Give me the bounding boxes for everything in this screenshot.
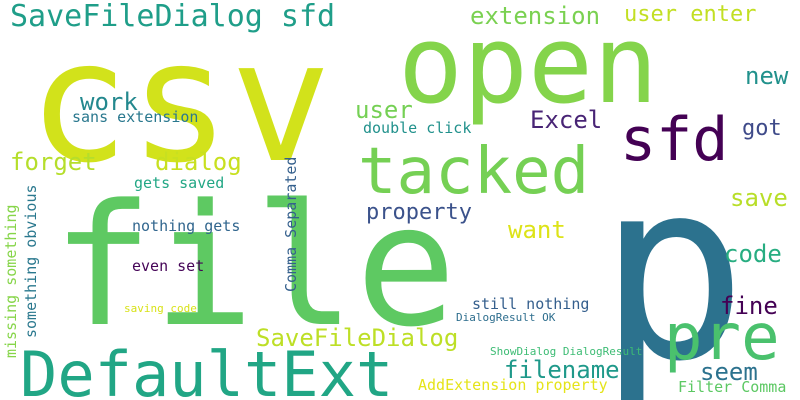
word-work: work [80, 88, 138, 116]
word-still-nothing: still nothing [472, 295, 590, 313]
word-forget: forget [10, 148, 97, 176]
word-open: open [398, 3, 659, 128]
word-new: new [745, 62, 789, 90]
word-code: code [724, 240, 782, 268]
word-gets-saved: gets saved [134, 174, 225, 192]
word-extension: extension [470, 2, 601, 30]
word-excel: Excel [530, 106, 603, 134]
word-savefiledialog-sfd: SaveFileDialog sfd [10, 0, 336, 34]
word-pre: pre [664, 301, 780, 375]
word-missing-something-vertical: missing something [2, 204, 20, 358]
word-something-obvious-vertical: something obvious [22, 184, 40, 338]
word-seem: seem [700, 358, 758, 386]
word-double-click: double click [363, 119, 472, 137]
word-property: property [366, 200, 472, 225]
word-user: user [355, 96, 413, 124]
word-save: save [730, 184, 788, 212]
word-comma-separated-vertical: Comma Separated [282, 156, 300, 292]
word-dialog: dialog [155, 148, 242, 176]
word-showdialog-dialogresult: ShowDialog DialogResult [490, 345, 643, 358]
word-sfd: sfd [620, 105, 729, 175]
word-savefiledialog-vertical: SaveFileDialog [256, 324, 459, 352]
word-nothing-gets: nothing gets [132, 217, 241, 235]
word-even-set: even set [132, 257, 205, 275]
word-filename: filename [504, 356, 620, 384]
word-tacked: tacked [358, 135, 590, 209]
word-saving-code: saving code [124, 302, 197, 315]
word-user-enter: user enter [624, 2, 757, 27]
word-p: p [598, 128, 748, 400]
word-got: got [742, 116, 782, 141]
word-csv: csv [28, 4, 332, 200]
word-defaultext: DefaultExt [20, 338, 394, 400]
word-file: file [52, 168, 457, 364]
word-addextension-property: AddExtension property [418, 376, 608, 394]
word-want: want [508, 216, 566, 244]
word-dialogresult-ok: DialogResult OK [456, 311, 556, 324]
word-sans-extension: sans extension [72, 108, 199, 126]
word-fine: fine [720, 292, 778, 320]
word-filter-comma: Filter Comma [678, 378, 787, 396]
